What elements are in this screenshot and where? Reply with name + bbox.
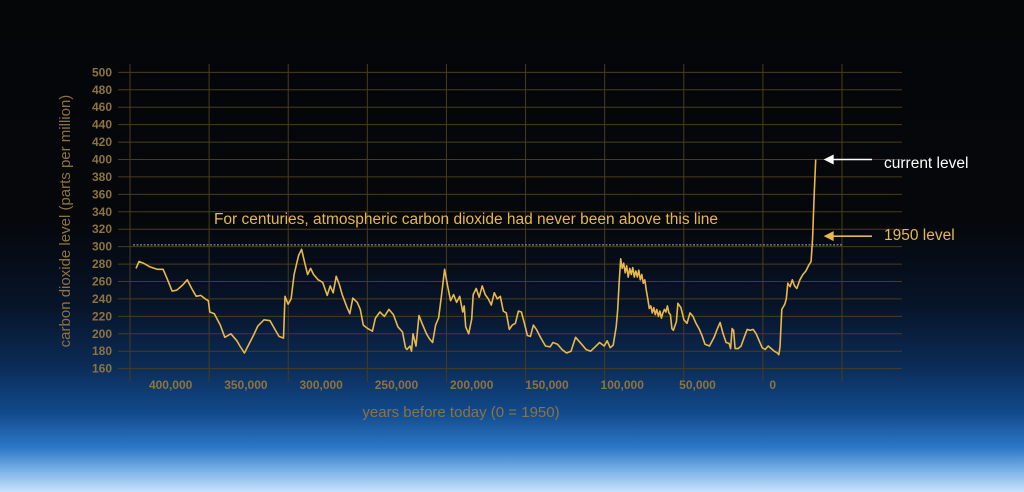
series-group: [135, 159, 817, 356]
y-tick-label: 480: [92, 83, 112, 97]
x-tick-label: 400,000: [149, 378, 193, 392]
x-tick-label: 100,000: [601, 378, 645, 392]
y-tick-label: 280: [92, 257, 112, 271]
y-tick-label: 320: [92, 222, 112, 236]
annotation-arrows: [823, 154, 872, 242]
x-tick-labels: 400,000 350,000 300,000 250,000 200,000 150,0…: [149, 378, 776, 392]
grid: [118, 64, 902, 382]
y-tick-label: 360: [92, 187, 112, 201]
current-level-arrowhead: [823, 154, 834, 165]
y-tick-label: 340: [92, 205, 112, 219]
y-tick-label: 300: [92, 240, 112, 254]
y-tick-label: 460: [92, 100, 112, 114]
y-tick-labels: 500 480 460 440 420 400 380 360 340 320 300 280 260 2…: [92, 65, 112, 375]
y-tick-label: 260: [92, 275, 112, 289]
co2-series-line: [135, 159, 817, 356]
y-tick-label: 380: [92, 170, 112, 184]
y-tick-label: 440: [92, 118, 112, 132]
x-tick-label: 250,000: [375, 378, 419, 392]
level-1950-arrowhead: [823, 231, 834, 242]
y-tick-label: 220: [92, 309, 112, 323]
y-tick-label: 180: [92, 344, 112, 358]
y-tick-label: 400: [92, 153, 112, 167]
x-tick-label: 200,000: [450, 378, 494, 392]
level-1950-label: 1950 level: [884, 227, 955, 244]
x-tick-label: 0: [769, 378, 776, 392]
x-tick-label: 50,000: [679, 378, 716, 392]
y-axis-label: carbon dioxide level (parts per million): [57, 95, 74, 348]
y-tick-label: 160: [92, 362, 112, 376]
y-tick-label: 240: [92, 292, 112, 306]
current-level-label: current level: [884, 155, 968, 172]
x-tick-label: 300,000: [299, 378, 343, 392]
centuries-annotation: For centuries, atmospheric carbon dioxid…: [214, 211, 718, 228]
y-tick-label: 420: [92, 135, 112, 149]
y-tick-label: 500: [92, 65, 112, 79]
x-tick-label: 150,000: [525, 378, 569, 392]
x-tick-label: 350,000: [224, 378, 268, 392]
x-axis-label: years before today (0 = 1950): [362, 404, 559, 421]
y-tick-label: 200: [92, 327, 112, 341]
